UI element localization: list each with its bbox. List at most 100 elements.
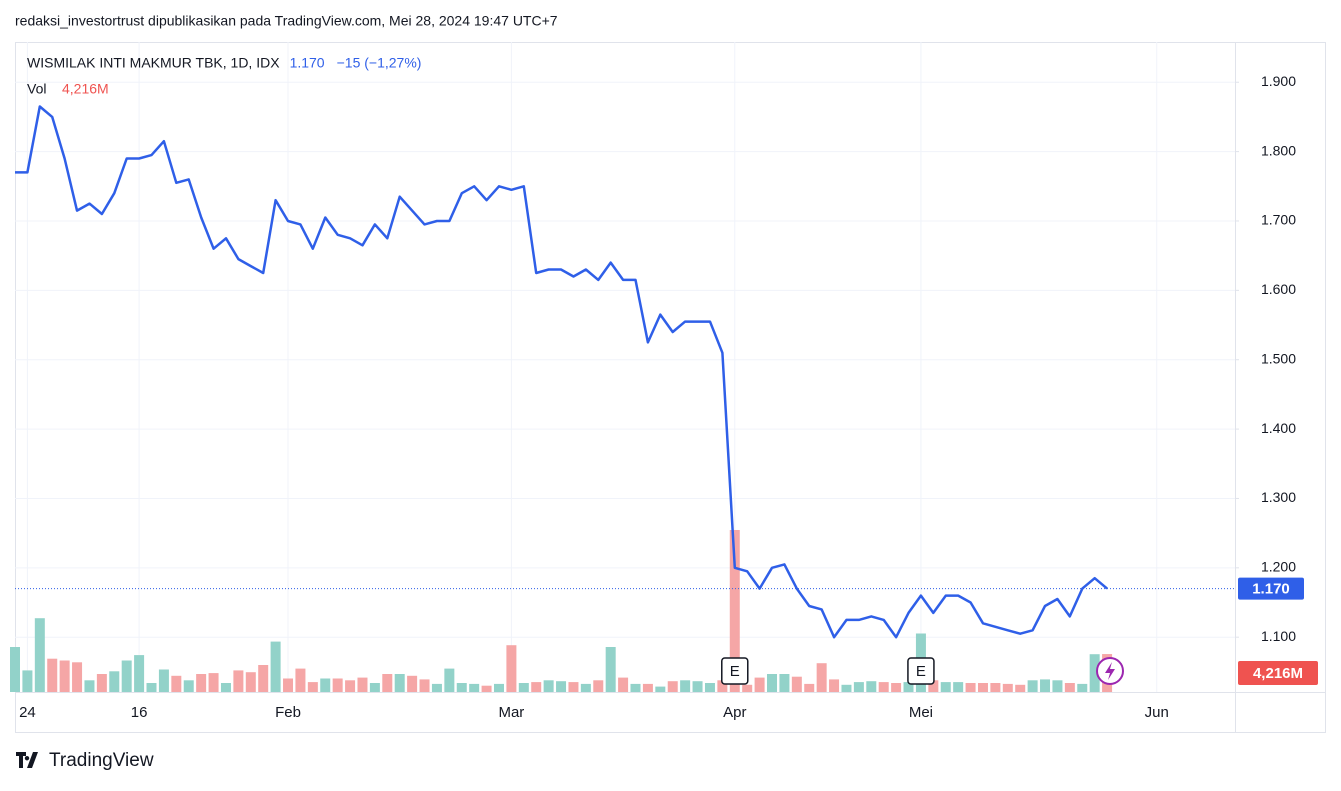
volume-bar	[853, 682, 864, 692]
volume-bar	[345, 680, 356, 692]
volume-bar	[47, 658, 58, 692]
volume-bar	[407, 675, 418, 692]
volume-bar	[642, 683, 653, 692]
earnings-label: E	[916, 663, 926, 680]
volume-bar	[1064, 683, 1075, 692]
volume-bar	[965, 683, 976, 692]
volume-bar	[158, 669, 169, 692]
volume-bar	[431, 683, 442, 692]
y-tick-label: 1.500	[1261, 350, 1296, 366]
price-change: −15 (−1,27%)	[337, 55, 422, 71]
volume-bar	[270, 641, 281, 692]
last-price-box	[1238, 577, 1304, 600]
volume-bar	[593, 680, 604, 692]
volume-bar	[704, 683, 715, 692]
volume-bar	[655, 686, 666, 692]
volume-bar	[196, 674, 207, 692]
x-tick-label: Jun	[1145, 704, 1169, 721]
volume-bar	[283, 678, 294, 692]
y-tick-label: 1.100	[1261, 628, 1296, 644]
volume-bar	[680, 680, 691, 692]
volume-bar	[171, 675, 182, 692]
volume-bar	[307, 682, 318, 692]
volume-bar	[878, 682, 889, 692]
volume-bar	[183, 680, 194, 692]
volume-bar	[692, 681, 703, 692]
volume-bar	[456, 683, 467, 692]
volume-bar	[220, 683, 231, 692]
volume-bar	[382, 674, 393, 692]
volume-bar	[1089, 654, 1100, 692]
volume-bar	[1015, 684, 1026, 692]
earnings-label: E	[730, 663, 740, 680]
y-tick-label: 1.600	[1261, 281, 1296, 297]
logo	[16, 752, 38, 768]
y-tick-label: 1.300	[1261, 489, 1296, 505]
volume-bar	[332, 678, 343, 692]
volume-bar	[96, 674, 107, 692]
volume-bar	[357, 677, 368, 692]
legend: WISMILAK INTI MAKMUR TBK, 1D, IDX 1.170 …	[27, 55, 421, 97]
volume-bar	[369, 683, 380, 692]
volume-bar	[1052, 680, 1063, 692]
volume-bar	[568, 682, 579, 692]
volume-bar	[481, 685, 492, 692]
y-tick-label: 1.400	[1261, 420, 1296, 436]
volume-bar	[506, 645, 517, 692]
volume-bar	[394, 674, 405, 692]
x-tick-label: Mar	[498, 704, 524, 721]
volume-bar	[556, 681, 567, 692]
volume-title: Vol	[27, 81, 46, 97]
volume-bar	[258, 665, 269, 692]
volume-value: 4,216M	[62, 81, 109, 97]
volume-bar	[928, 680, 939, 692]
volume-bar	[667, 681, 678, 692]
y-tick-label: 1.900	[1261, 73, 1296, 89]
volume-bar	[816, 663, 827, 692]
price-line	[15, 105, 1108, 639]
volume-bar	[791, 676, 802, 692]
volume-bar	[121, 660, 132, 692]
last-price: 1.170	[290, 55, 325, 71]
volume-bar	[1040, 679, 1051, 692]
volume-bar	[84, 680, 95, 692]
volume-bar	[419, 679, 430, 692]
volume-bar	[953, 682, 964, 692]
volume-box	[1238, 661, 1318, 685]
volume-bar	[1002, 683, 1013, 692]
volume-bar	[10, 647, 20, 692]
volume-bar	[580, 683, 591, 692]
frame	[15, 42, 1326, 733]
volume-bar	[729, 530, 740, 692]
volume-bar	[940, 682, 951, 692]
volume-bar	[531, 682, 542, 692]
volume-bar	[841, 684, 852, 692]
x-tick-label: 16	[131, 704, 148, 721]
earnings-marker	[721, 657, 749, 685]
lightning-icon	[1096, 657, 1124, 685]
volume-bar	[779, 674, 790, 692]
volume-bar	[829, 679, 840, 692]
volume-bar	[767, 674, 778, 692]
volume-bar	[134, 655, 145, 692]
y-tick-label: 1.700	[1261, 212, 1296, 228]
volume-bar	[469, 683, 480, 692]
volume-bar	[866, 681, 877, 692]
volume-bar	[59, 660, 70, 692]
last-price-label: 1.170	[1252, 581, 1290, 598]
volume-bar	[245, 672, 256, 692]
y-tick-label: 1.800	[1261, 142, 1296, 158]
volume-bar	[990, 683, 1001, 692]
volume-bar	[208, 673, 219, 692]
x-tick-label: Mei	[909, 704, 933, 721]
volume-bar	[903, 682, 914, 692]
volume-bar	[605, 647, 616, 692]
volume-bar	[891, 683, 902, 692]
volume-bar	[618, 677, 629, 692]
symbol-title: WISMILAK INTI MAKMUR TBK, 1D, IDX	[27, 55, 280, 71]
volume-bar	[233, 670, 244, 692]
volume-bar	[1077, 683, 1088, 692]
volume-bar	[320, 678, 331, 692]
volume-bar	[493, 683, 504, 692]
